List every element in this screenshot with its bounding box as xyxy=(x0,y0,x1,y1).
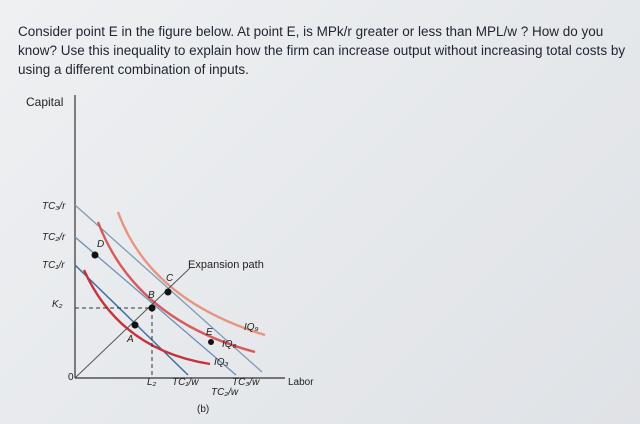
isoquant-label: IQ₉ xyxy=(244,322,259,333)
y-label: TC₂/r xyxy=(42,232,66,243)
isocost-2 xyxy=(74,236,237,376)
point-label: A xyxy=(126,334,134,345)
x-label: L₂ xyxy=(147,377,157,388)
point-d xyxy=(91,251,99,259)
isocost-1 xyxy=(74,264,189,376)
point-c xyxy=(164,288,172,296)
isoquant-6 xyxy=(96,221,256,354)
point-e xyxy=(208,339,214,345)
point-b xyxy=(148,304,156,312)
expansion-path-label: Expansion path xyxy=(188,259,264,271)
point-label: C xyxy=(166,273,174,284)
caption: (b) xyxy=(197,404,209,415)
x-label: TC₂/w xyxy=(211,387,239,398)
isoquant-label: IQ₃ xyxy=(214,357,229,368)
question-text: Consider point E in the figure below. At… xyxy=(18,24,626,77)
y-label: K₂ xyxy=(52,299,63,310)
point-a xyxy=(131,321,139,329)
isoquant-label: IQ₆ xyxy=(222,339,237,350)
origin: 0 xyxy=(68,372,74,383)
point-label: E xyxy=(206,327,213,338)
isoquant-9 xyxy=(116,211,266,337)
x-label: TC₁/w xyxy=(172,377,199,388)
x-label: TC₃/w xyxy=(232,377,260,388)
point-label: B xyxy=(148,290,155,301)
x-axis-label: Labor xyxy=(288,377,314,388)
point-label: D xyxy=(97,239,104,250)
y-label: TC₁/r xyxy=(42,260,65,271)
y-label: TC₃/r xyxy=(42,201,66,212)
y-axis-label: Capital xyxy=(26,95,63,109)
isoquant-3 xyxy=(82,269,211,366)
